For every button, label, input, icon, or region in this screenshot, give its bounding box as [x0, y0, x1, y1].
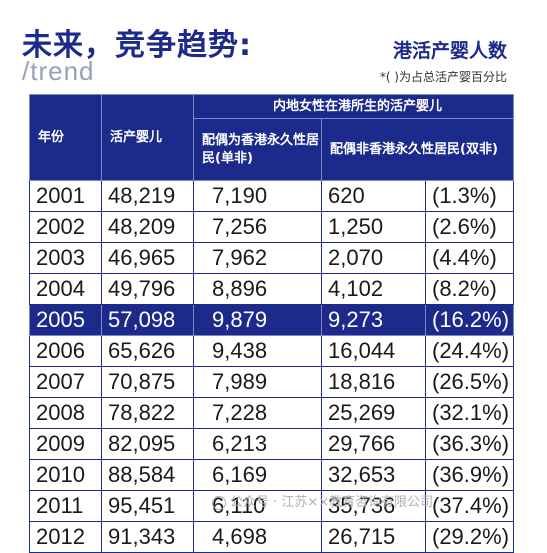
table-note: *( )为占总活产婴百分比 [379, 70, 507, 84]
cell-births: 70,875 [101, 366, 194, 398]
table-row: 2002 48,209 7,256 1,250 (2.6%) [29, 211, 515, 243]
table-row: 2008 78,822 7,228 25,269 (32.1%) [29, 397, 515, 429]
cell-births: 78,822 [101, 397, 194, 429]
cell-births: 91,343 [101, 521, 194, 553]
headline: 未来，竞争趋势: [22, 28, 252, 63]
header-live-births: 活产婴儿 [101, 94, 194, 181]
cell-year: 2001 [29, 180, 102, 212]
cell-births: 88,584 [101, 459, 194, 491]
cell-year: 2011 [29, 490, 102, 522]
cell-births: 57,098 [101, 304, 194, 336]
cell-double: 32,653 [321, 459, 426, 491]
cell-single: 9,438 [193, 335, 322, 367]
header-year: 年份 [29, 94, 102, 181]
table-row: 2007 70,875 7,989 18,816 (26.5%) [29, 366, 515, 398]
cell-single: 6,110 [193, 490, 322, 522]
cell-births: 48,209 [101, 211, 194, 243]
cell-double: 29,766 [321, 428, 426, 460]
cell-births: 46,965 [101, 242, 194, 274]
cell-pct: (36.3%) [424, 428, 515, 460]
cell-pct: (29.2%) [424, 521, 515, 553]
watermark: 公众号 · 江苏××教育咨询有限公司 [212, 491, 433, 510]
table-row: 2004 49,796 8,896 4,102 (8.2%) [29, 273, 515, 305]
cell-double: 1,250 [321, 211, 426, 243]
cell-single: 6,169 [193, 459, 322, 491]
cell-year: 2007 [29, 366, 102, 398]
cell-pct: (1.3%) [424, 180, 515, 212]
cell-double: 25,269 [321, 397, 426, 429]
cell-births: 48,219 [101, 180, 194, 212]
cell-double: 2,070 [321, 242, 426, 274]
table-title: 港活产婴人数 [392, 40, 507, 62]
cell-double: 9,273 [321, 304, 426, 336]
cell-double: 35,736 [321, 490, 426, 522]
header-double: 配偶非香港永久性居民(双非) [320, 118, 515, 181]
table-row: 2010 88,584 6,169 32,653 (36.9%) [29, 459, 515, 491]
cell-single: 7,228 [193, 397, 322, 429]
cell-pct: (4.4%) [424, 242, 515, 274]
cell-pct: (37.4%) [424, 490, 515, 522]
cell-pct: (36.9%) [424, 459, 515, 491]
subhead: /trend [22, 56, 95, 86]
cell-double: 26,715 [321, 521, 426, 553]
cell-year: 2009 [29, 428, 102, 460]
cell-double: 4,102 [321, 273, 426, 305]
table-row: 2012 91,343 4,698 26,715 (29.2%) [29, 521, 515, 553]
cell-year: 2006 [29, 335, 102, 367]
cell-single: 7,962 [193, 242, 322, 274]
cell-pct: (26.5%) [424, 366, 515, 398]
cell-pct: (24.4%) [424, 335, 515, 367]
cell-double: 620 [321, 180, 426, 212]
wechat-icon [212, 495, 226, 510]
cell-single: 7,989 [193, 366, 322, 398]
cell-single: 4,698 [193, 521, 322, 553]
table-row: 2003 46,965 7,962 2,070 (4.4%) [29, 242, 515, 274]
cell-year: 2008 [29, 397, 102, 429]
cell-births: 65,626 [101, 335, 194, 367]
header-group: 内地女性在港所生的活产婴儿 [192, 94, 515, 119]
cell-double: 18,816 [321, 366, 426, 398]
cell-births: 49,796 [101, 273, 194, 305]
cell-year: 2003 [29, 242, 102, 274]
cell-year: 2012 [29, 521, 102, 553]
cell-births: 95,451 [101, 490, 194, 522]
cell-pct: (16.2%) [424, 304, 515, 336]
watermark-text: 公众号 · 江苏××教育咨询有限公司 [230, 495, 434, 510]
table-row: 2006 65,626 9,438 16,044 (24.4%) [29, 335, 515, 367]
cell-single: 6,213 [193, 428, 322, 460]
cell-pct: (2.6%) [424, 211, 515, 243]
cell-pct: (8.2%) [424, 273, 515, 305]
cell-single: 8,896 [193, 273, 322, 305]
table-row: 2009 82,095 6,213 29,766 (36.3%) [29, 428, 515, 460]
cell-single: 9,879 [193, 304, 322, 336]
cell-year: 2005 [29, 304, 102, 336]
table-row: 2005 57,098 9,879 9,273 (16.2%) [29, 304, 515, 336]
table-row: 2011 95,451 6,110 35,736 (37.4%) [29, 490, 515, 522]
births-table: 年份 活产婴儿 内地女性在港所生的活产婴儿 配偶为香港永久性居民(单非) 配偶非… [29, 94, 515, 553]
cell-year: 2004 [29, 273, 102, 305]
table-row: 2001 48,219 7,190 620 (1.3%) [29, 180, 515, 212]
cell-births: 82,095 [101, 428, 194, 460]
cell-year: 2002 [29, 211, 102, 243]
cell-single: 7,256 [193, 211, 322, 243]
cell-pct: (32.1%) [424, 397, 515, 429]
cell-year: 2010 [29, 459, 102, 491]
cell-single: 7,190 [193, 180, 322, 212]
header-single: 配偶为香港永久性居民(单非) [193, 118, 322, 181]
cell-double: 16,044 [321, 335, 426, 367]
